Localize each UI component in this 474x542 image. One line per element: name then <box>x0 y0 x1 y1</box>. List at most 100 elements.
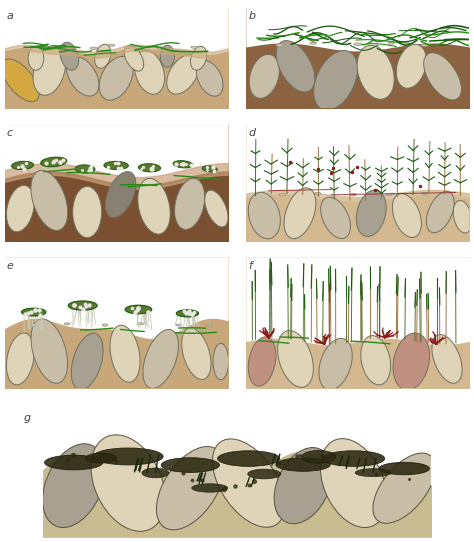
Ellipse shape <box>278 331 313 388</box>
Ellipse shape <box>156 47 165 49</box>
Ellipse shape <box>386 193 392 196</box>
Ellipse shape <box>320 438 387 527</box>
Ellipse shape <box>137 322 144 325</box>
Ellipse shape <box>7 333 34 385</box>
Ellipse shape <box>73 186 101 238</box>
Ellipse shape <box>7 185 34 232</box>
Ellipse shape <box>109 44 115 46</box>
Ellipse shape <box>136 46 141 47</box>
Ellipse shape <box>315 192 321 195</box>
Ellipse shape <box>276 458 330 472</box>
Ellipse shape <box>160 45 174 67</box>
Text: f: f <box>249 261 253 272</box>
Ellipse shape <box>202 166 217 172</box>
Ellipse shape <box>161 457 219 473</box>
Ellipse shape <box>182 328 211 379</box>
Ellipse shape <box>135 50 164 94</box>
Text: c: c <box>7 128 13 138</box>
Ellipse shape <box>11 162 34 170</box>
Ellipse shape <box>104 162 128 170</box>
Ellipse shape <box>138 164 161 172</box>
Ellipse shape <box>388 42 394 44</box>
Ellipse shape <box>156 447 224 530</box>
Ellipse shape <box>350 193 356 196</box>
Ellipse shape <box>41 157 67 167</box>
Ellipse shape <box>310 42 317 44</box>
Ellipse shape <box>424 53 461 100</box>
Ellipse shape <box>68 301 97 310</box>
Ellipse shape <box>75 165 95 173</box>
Ellipse shape <box>284 188 316 238</box>
Ellipse shape <box>322 451 385 466</box>
Ellipse shape <box>319 338 352 390</box>
Ellipse shape <box>176 324 181 326</box>
Ellipse shape <box>248 337 276 386</box>
Ellipse shape <box>301 450 336 463</box>
Ellipse shape <box>248 192 280 239</box>
Ellipse shape <box>95 44 111 68</box>
Ellipse shape <box>167 55 199 94</box>
Ellipse shape <box>432 334 462 383</box>
Ellipse shape <box>125 305 152 314</box>
Ellipse shape <box>361 335 391 385</box>
Ellipse shape <box>45 455 103 470</box>
Text: e: e <box>7 261 14 272</box>
Ellipse shape <box>276 44 284 47</box>
Ellipse shape <box>321 197 350 238</box>
Ellipse shape <box>1 59 39 102</box>
Ellipse shape <box>86 453 116 463</box>
Ellipse shape <box>23 47 31 49</box>
Text: a: a <box>7 11 14 21</box>
Ellipse shape <box>90 47 98 49</box>
Ellipse shape <box>176 310 199 317</box>
Ellipse shape <box>274 448 332 524</box>
Ellipse shape <box>60 42 79 70</box>
Ellipse shape <box>276 41 315 92</box>
Text: g: g <box>23 413 30 423</box>
Ellipse shape <box>66 56 99 96</box>
Ellipse shape <box>422 192 428 195</box>
Ellipse shape <box>191 46 207 70</box>
Ellipse shape <box>64 322 70 325</box>
Ellipse shape <box>392 193 421 237</box>
Ellipse shape <box>218 451 280 466</box>
Ellipse shape <box>421 44 428 47</box>
Ellipse shape <box>396 44 427 88</box>
Ellipse shape <box>142 468 169 478</box>
Ellipse shape <box>91 435 165 531</box>
Ellipse shape <box>174 178 205 229</box>
Ellipse shape <box>314 50 357 110</box>
Ellipse shape <box>373 453 436 524</box>
Ellipse shape <box>105 172 136 217</box>
Ellipse shape <box>205 190 228 227</box>
Ellipse shape <box>393 333 429 390</box>
Ellipse shape <box>191 46 198 48</box>
Text: d: d <box>249 128 256 138</box>
Ellipse shape <box>354 43 362 46</box>
Ellipse shape <box>192 483 228 492</box>
Ellipse shape <box>453 201 472 233</box>
Ellipse shape <box>124 46 131 48</box>
Ellipse shape <box>31 170 68 230</box>
Text: b: b <box>249 11 256 21</box>
Ellipse shape <box>248 469 281 479</box>
Ellipse shape <box>43 444 105 527</box>
Ellipse shape <box>355 469 391 476</box>
Ellipse shape <box>379 462 429 475</box>
Ellipse shape <box>173 160 193 168</box>
Ellipse shape <box>356 190 386 236</box>
Ellipse shape <box>357 46 394 99</box>
Ellipse shape <box>213 343 228 380</box>
Ellipse shape <box>110 325 140 382</box>
Ellipse shape <box>21 308 46 316</box>
Ellipse shape <box>102 324 108 326</box>
Ellipse shape <box>33 46 65 95</box>
Ellipse shape <box>99 56 133 100</box>
Ellipse shape <box>212 439 285 527</box>
Ellipse shape <box>279 193 285 196</box>
Ellipse shape <box>31 319 68 383</box>
Ellipse shape <box>71 333 103 390</box>
Ellipse shape <box>30 324 37 326</box>
Ellipse shape <box>57 45 64 47</box>
Ellipse shape <box>124 46 144 71</box>
